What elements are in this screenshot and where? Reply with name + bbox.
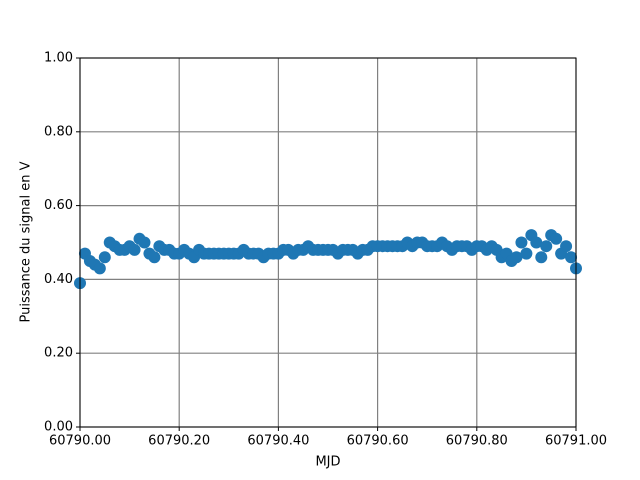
- x-tick-label: 60790.00: [49, 434, 111, 449]
- x-tick-label: 60790.20: [148, 434, 210, 449]
- point: [93, 262, 106, 275]
- point: [138, 236, 151, 249]
- y-tick-label: 0.60: [44, 198, 73, 213]
- x-tick-label: 60790.40: [247, 434, 309, 449]
- point: [515, 236, 528, 249]
- y-axis-label: Puissance du signal en V: [19, 161, 34, 322]
- y-tick-label: 0.00: [44, 420, 73, 435]
- plot-frame: [79, 57, 577, 428]
- y-tick-label: 0.40: [44, 272, 73, 287]
- point: [540, 240, 553, 253]
- point: [510, 251, 523, 264]
- point: [565, 251, 578, 264]
- y-tick-label: 1.00: [44, 51, 73, 66]
- point: [535, 251, 548, 264]
- point: [560, 240, 573, 253]
- x-axis-label: MJD: [315, 455, 340, 470]
- x-tick-label: 60791.00: [545, 434, 607, 449]
- y-tick-label: 0.80: [44, 124, 73, 139]
- x-tick-label: 60790.60: [347, 434, 409, 449]
- x-tick-label: 60790.80: [446, 434, 508, 449]
- point: [98, 251, 111, 264]
- point: [128, 243, 141, 256]
- point: [520, 247, 533, 260]
- point: [148, 251, 161, 264]
- y-tick-label: 0.20: [44, 346, 73, 361]
- point: [530, 236, 543, 249]
- point: [550, 232, 563, 245]
